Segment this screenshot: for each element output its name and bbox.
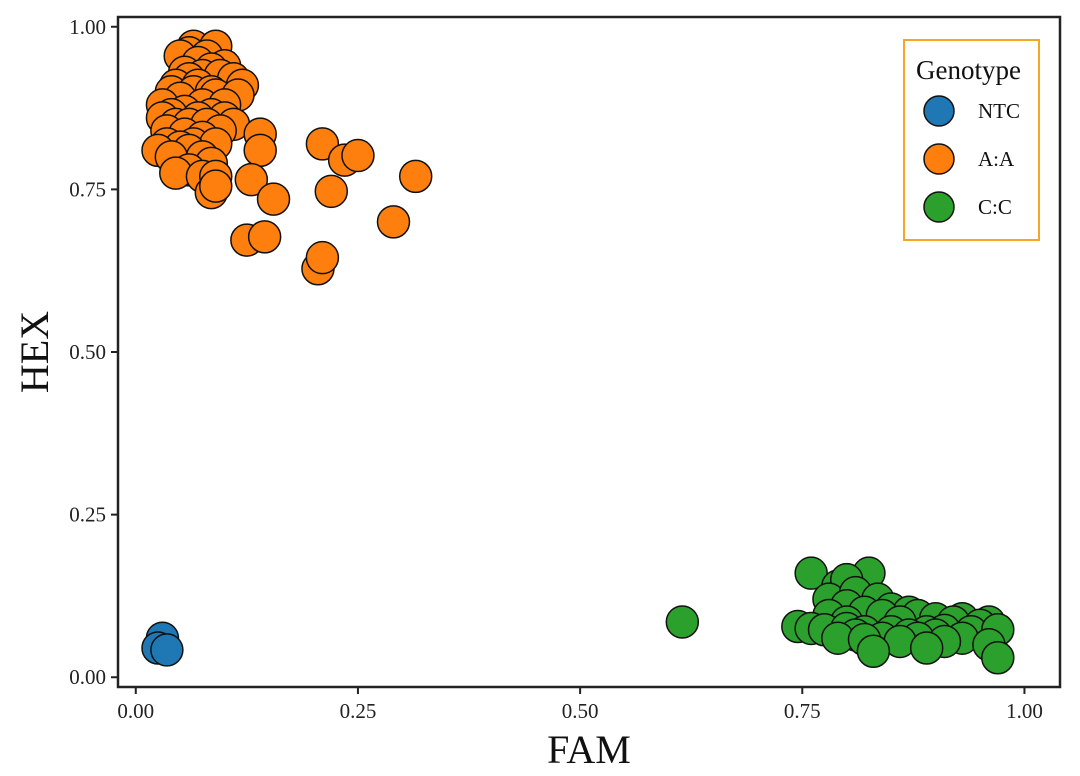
data-point <box>150 633 184 667</box>
x-tick-label: 0.75 <box>784 699 821 723</box>
data-point <box>243 133 277 168</box>
x-tick-label: 0.50 <box>562 699 599 723</box>
data-point <box>794 556 828 590</box>
legend-label: NTC <box>978 99 1020 123</box>
data-point <box>909 631 944 665</box>
data-point <box>314 174 349 209</box>
legend-title: Genotype <box>916 55 1021 85</box>
data-point <box>234 162 269 197</box>
series-ntc <box>141 621 184 667</box>
data-point <box>247 220 282 254</box>
data-point <box>199 169 233 203</box>
y-tick-label: 0.00 <box>69 665 106 689</box>
data-point <box>856 634 891 668</box>
legend-marker <box>923 143 955 175</box>
x-axis-title: FAM <box>547 727 631 772</box>
legend-marker <box>923 95 955 127</box>
data-point <box>981 640 1015 675</box>
y-tick-label: 0.50 <box>69 340 106 364</box>
y-tick-label: 0.75 <box>69 177 106 201</box>
series-c-c <box>665 556 1015 675</box>
legend: Genotype NTC A:A C:C <box>903 39 1040 241</box>
legend-label: A:A <box>978 147 1015 171</box>
y-axis-title: HEX <box>12 311 57 393</box>
points-layer <box>141 29 1015 675</box>
data-point <box>305 240 340 275</box>
data-point <box>376 205 411 239</box>
y-tick-label: 0.25 <box>69 503 106 527</box>
legend-items: NTC A:A C:C <box>923 95 1020 223</box>
x-tick-label: 0.00 <box>117 699 154 723</box>
data-point <box>665 605 700 639</box>
x-tick-label: 1.00 <box>1006 699 1043 723</box>
data-point <box>256 182 291 216</box>
x-tick-label: 0.25 <box>340 699 377 723</box>
y-tick-label: 1.00 <box>69 15 106 39</box>
data-point <box>341 138 375 173</box>
series-a-a <box>141 29 433 286</box>
y-axis: 0.00 0.25 0.50 0.75 1.00 <box>69 15 118 689</box>
x-axis: 0.00 0.25 0.50 0.75 1.00 <box>117 687 1043 723</box>
legend-marker <box>923 191 955 223</box>
legend-label: C:C <box>978 195 1012 219</box>
data-point <box>398 159 433 194</box>
